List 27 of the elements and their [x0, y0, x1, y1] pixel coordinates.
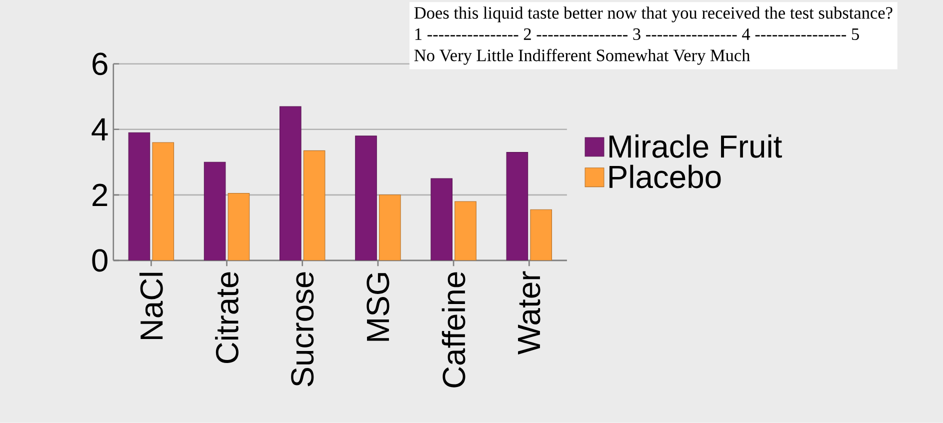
- text: Does this liquid taste better now that you received the test substance?: [414, 6, 892, 22]
- bar: [280, 106, 302, 260]
- bar: [430, 178, 452, 260]
- x-tick-label: Sucrose: [291, 272, 314, 386]
- x-tick-label: MSG: [366, 273, 390, 341]
- x-tick-label: NaCl: [139, 272, 163, 340]
- bar: [355, 136, 377, 260]
- x-tick-label: Citrate: [215, 272, 238, 364]
- bar: [530, 209, 552, 260]
- y-tick-label: 0: [92, 249, 108, 272]
- bar: [204, 162, 226, 260]
- y-tick-label: 2: [92, 184, 108, 206]
- bar: [152, 142, 174, 260]
- bar: [128, 132, 150, 260]
- y-tick-label: 6: [92, 52, 108, 76]
- annotation: No Very Little Indifferent Somewhat Very Much: [414, 48, 750, 65]
- bar: [454, 201, 476, 260]
- text: 1 ---------------- 2 ---------------- 3 ---------------- 4 ---------------- 5: [415, 28, 859, 40]
- legend-label: Placebo: [610, 164, 721, 188]
- x-tick-label: Caffeine: [442, 272, 466, 388]
- bar: [506, 152, 528, 260]
- legend-label: Miracle Fruit: [610, 134, 782, 158]
- y-tick-label: 4: [92, 118, 108, 140]
- bar: [303, 150, 326, 260]
- bar: [379, 194, 401, 260]
- x-tick-label: Water: [518, 271, 540, 355]
- bar: [228, 193, 250, 260]
